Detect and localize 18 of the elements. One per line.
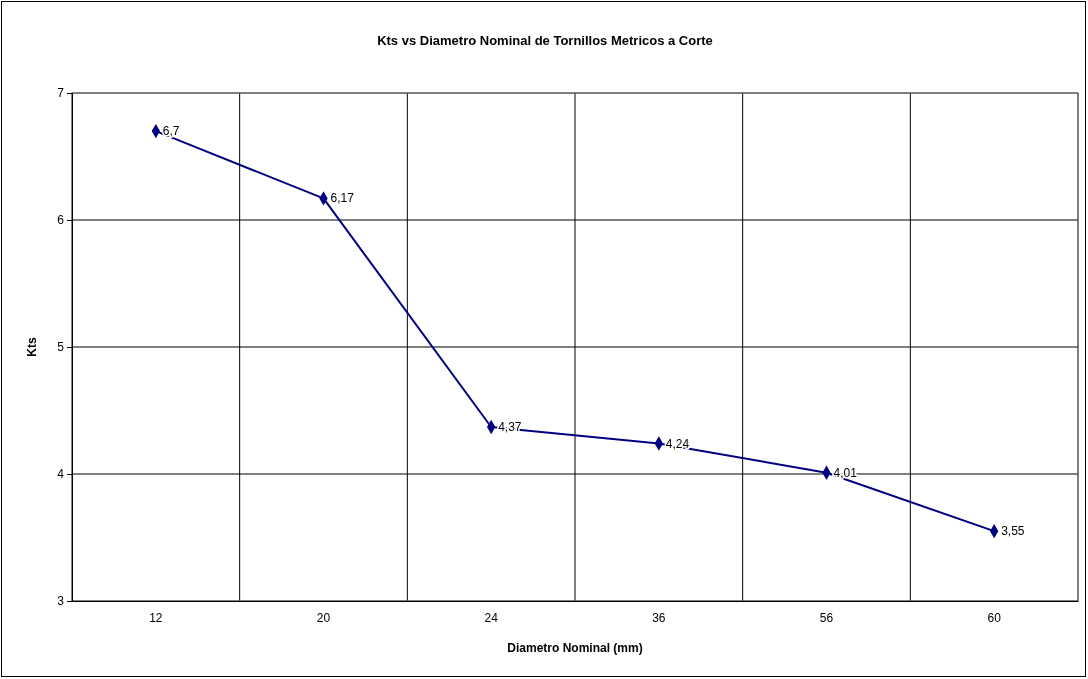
data-label: 6,17 xyxy=(330,191,355,206)
y-tick-label: 5 xyxy=(57,340,65,355)
y-tick-label: 7 xyxy=(57,86,65,101)
x-axis-title: Diametro Nominal (mm) xyxy=(507,641,643,655)
x-tick-label: 56 xyxy=(819,610,834,625)
x-tick-label: 60 xyxy=(987,610,1002,625)
x-tick-label: 20 xyxy=(316,610,331,625)
y-axis-title: Kts xyxy=(25,337,39,357)
data-label: 4,01 xyxy=(833,465,858,480)
y-tick-label: 4 xyxy=(57,467,65,482)
y-tick-label: 3 xyxy=(57,594,65,609)
y-tick-label: 6 xyxy=(57,213,65,228)
x-tick-label: 12 xyxy=(149,610,163,625)
data-label: 6,7 xyxy=(162,124,180,139)
x-tick-label: 24 xyxy=(484,610,499,625)
x-tick-label: 36 xyxy=(652,610,666,625)
data-label: 3,55 xyxy=(1001,524,1025,539)
chart-title: Kts vs Diametro Nominal de Tornillos Metricos a Corte xyxy=(377,33,713,48)
